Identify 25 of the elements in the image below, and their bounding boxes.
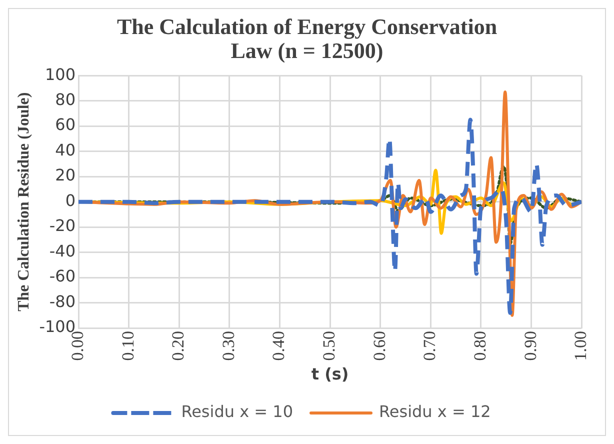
y-tick-label: 100: [44, 64, 76, 84]
x-tick-label: 0.50: [320, 331, 339, 361]
x-tick-label: 0.90: [520, 331, 540, 361]
x-tick-label: 0.70: [420, 331, 440, 361]
x-tick-label: 0.30: [218, 331, 238, 361]
y-tick-label: 60: [55, 115, 76, 134]
legend-label: Residu x = 10: [181, 402, 293, 422]
x-tick-label: 0.40: [269, 331, 288, 361]
y-tick-label: 40: [55, 140, 76, 160]
y-tick-label: 20: [55, 166, 76, 185]
y-tick-label: -20: [49, 216, 76, 236]
x-tick-label: 0.80: [470, 331, 490, 361]
y-axis-title: The Calculation Residue (Joule): [16, 92, 33, 312]
x-tick-label: 0.60: [370, 331, 389, 361]
x-tick-label: 0.20: [168, 331, 188, 361]
x-tick-label: 1.00: [571, 331, 590, 361]
y-tick-label: -80: [49, 292, 76, 311]
y-tick-label: 80: [55, 90, 76, 109]
y-tick-label: -40: [49, 241, 76, 260]
legend-label: Residu x = 12: [379, 402, 491, 422]
y-tick-label: 0: [65, 190, 76, 210]
x-axis-title: t (s): [311, 364, 349, 384]
x-tick-label: 0.10: [118, 331, 138, 361]
chart-title: The Calculation of Energy Conservation Law (n = 12500): [116, 14, 498, 63]
y-tick-label: -60: [49, 266, 76, 286]
